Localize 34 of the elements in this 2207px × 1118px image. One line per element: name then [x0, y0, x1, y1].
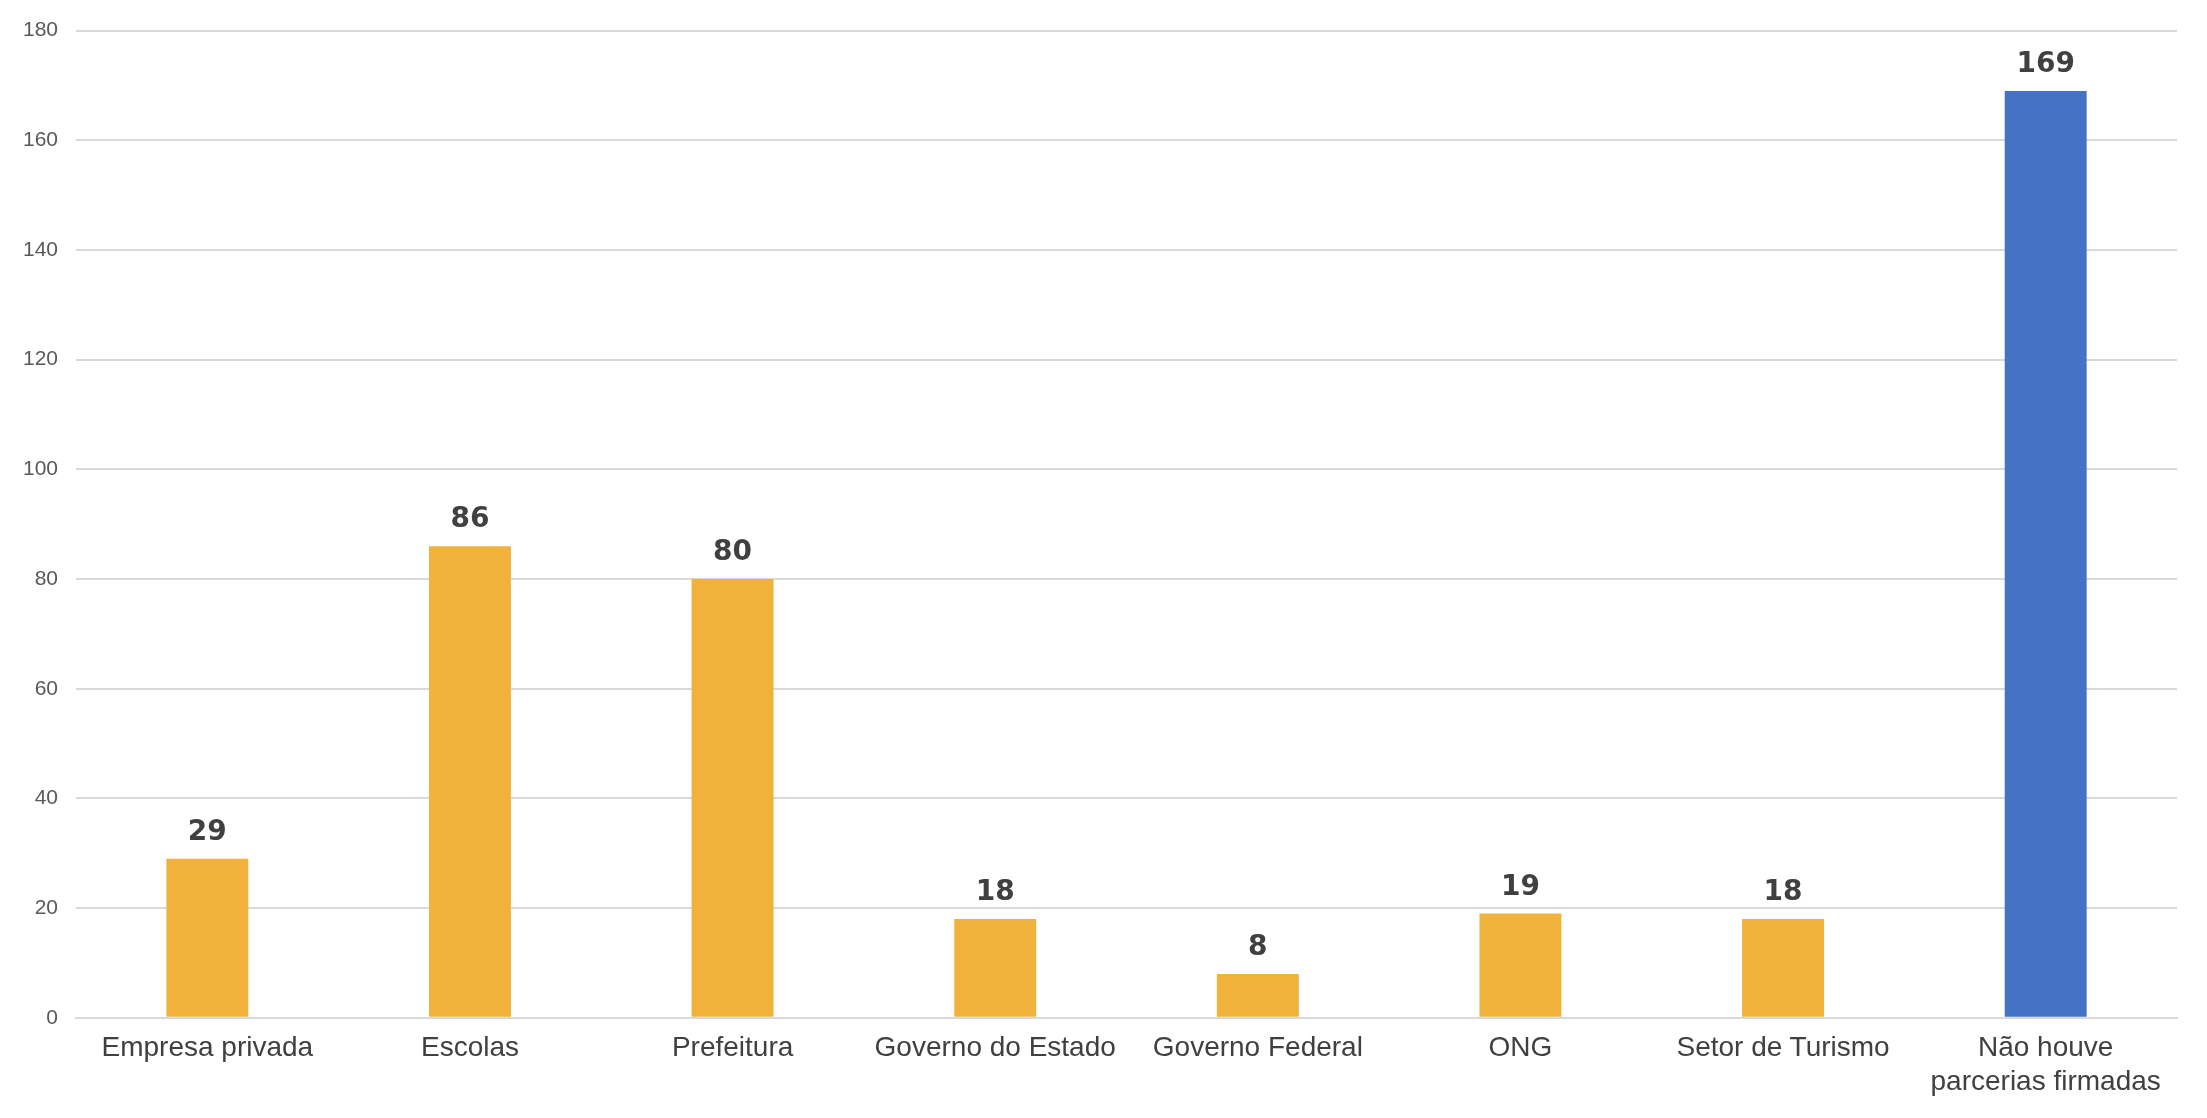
- data-label: 18: [975, 874, 1015, 908]
- x-tick-label: Empresa privada: [101, 1031, 314, 1063]
- x-tick-label: Governo do Estado: [874, 1031, 1116, 1063]
- bar: [691, 579, 774, 1017]
- bar: [1479, 913, 1562, 1017]
- bar: [1742, 919, 1825, 1017]
- data-label: 8: [1248, 929, 1268, 963]
- y-tick-label: 140: [22, 236, 59, 260]
- data-label: 80: [713, 534, 753, 568]
- bar: [1216, 973, 1299, 1017]
- bar: [2004, 90, 2087, 1017]
- x-tick-label: Prefeitura: [671, 1031, 794, 1063]
- data-label: 29: [187, 814, 227, 848]
- y-tick-label: 160: [22, 127, 59, 151]
- data-label: 18: [1763, 874, 1803, 908]
- y-tick-label: 100: [22, 456, 59, 480]
- y-tick-label: 180: [22, 17, 59, 41]
- y-tick-label: 20: [34, 894, 59, 918]
- y-tick-label: 60: [34, 675, 59, 699]
- bar: [429, 546, 511, 1017]
- x-tick-label: Setor de Turismo: [1676, 1031, 1890, 1063]
- y-tick-label: 120: [22, 346, 59, 370]
- x-tick-label: ONG: [1488, 1031, 1553, 1063]
- data-label: 169: [2016, 46, 2075, 80]
- data-label: 86: [450, 501, 490, 535]
- data-label: 19: [1500, 868, 1540, 902]
- x-tick-label: Escolas: [420, 1031, 519, 1063]
- y-tick-label: 40: [34, 785, 59, 809]
- x-tick-label: Não houve parcerias firmadas: [1930, 1031, 2161, 1096]
- y-tick-label: 0: [46, 1004, 59, 1028]
- bar: [166, 858, 249, 1017]
- bar: [954, 919, 1037, 1017]
- y-tick-label: 80: [34, 565, 59, 589]
- x-tick-label: Governo Federal: [1152, 1031, 1363, 1063]
